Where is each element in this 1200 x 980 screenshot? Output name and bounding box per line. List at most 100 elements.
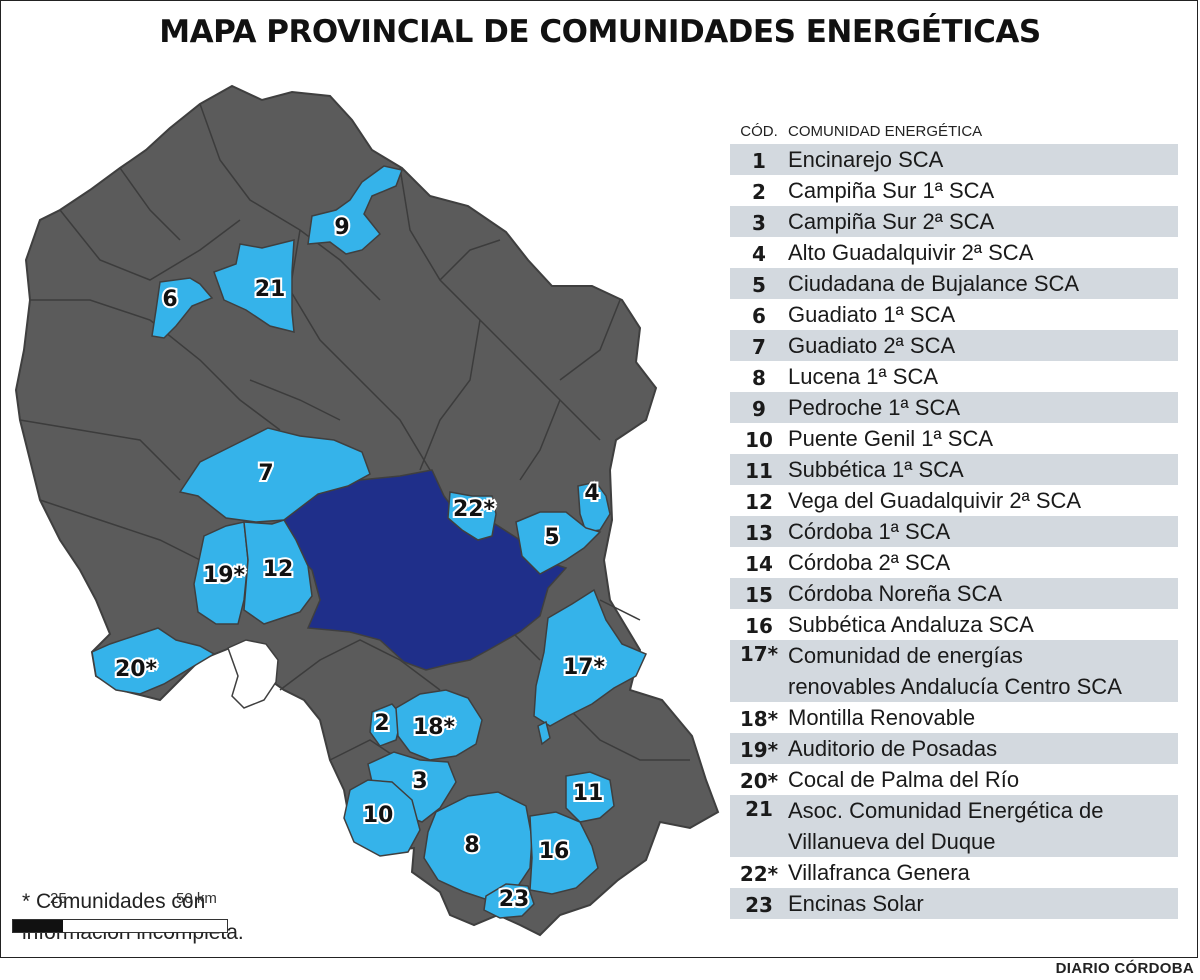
legend-row: 1 Encinarejo SCA [730, 144, 1178, 175]
legend-code: 11 [745, 458, 773, 483]
legend-name: Guadiato 1ª SCA [788, 302, 956, 327]
legend-col-code: CÓD. [740, 122, 778, 140]
legend-row: 19* Auditorio de Posadas [730, 733, 1178, 764]
legend-code: 6 [752, 303, 766, 328]
scale-tick-25: 25 [50, 890, 67, 907]
legend-row: 16 Subbética Andaluza SCA [730, 609, 1178, 640]
region-11 [565, 771, 615, 823]
legend-code: 21 [745, 797, 773, 821]
legend-name: Córdoba Noreña SCA [788, 581, 1003, 606]
legend-name: Villafranca Genera [788, 860, 970, 885]
legend-name: Subbética Andaluza SCA [788, 612, 1034, 637]
region-4 [577, 481, 611, 533]
legend-name: Lucena 1ª SCA [788, 364, 939, 389]
legend-code: 9 [752, 396, 766, 421]
legend-code: 17* [739, 642, 779, 666]
region-19 [193, 521, 249, 625]
legend-row: 13 Córdoba 1ª SCA [730, 516, 1178, 547]
legend-code: 22* [739, 861, 779, 886]
region-cordoba-highlight [281, 469, 568, 671]
legend-code: 23 [745, 892, 773, 917]
map-label-6: 6 [162, 287, 177, 312]
legend-name: Córdoba 1ª SCA [788, 519, 951, 544]
region-22 [447, 491, 497, 541]
legend-row: 3 Campiña Sur 2ª SCA [730, 206, 1178, 237]
legend-name: Guadiato 2ª SCA [788, 333, 956, 358]
figure-frame [0, 0, 1198, 958]
footnote-line1: * Comunidades con [22, 890, 206, 913]
map-label-10: 10 [363, 803, 394, 828]
legend-row: 11 Subbética 1ª SCA [730, 454, 1178, 485]
map-label-23: 23 [499, 887, 530, 912]
legend-code: 18* [739, 706, 779, 731]
map-label-9: 9 [334, 215, 349, 240]
legend-name: Auditorio de Posadas [788, 736, 998, 761]
legend-code: 7 [752, 334, 766, 359]
region-16 [529, 811, 599, 895]
legend-name: Montilla Renovable [788, 705, 976, 730]
legend-row: 7 Guadiato 2ª SCA [730, 330, 1178, 361]
legend-row: 18* Montilla Renovable [730, 702, 1178, 733]
region-18 [395, 689, 483, 761]
legend-name: Alto Guadalquivir 2ª SCA [788, 240, 1034, 265]
legend-row: 20* Cocal de Palma del Río [730, 764, 1178, 795]
legend-row: 10 Puente Genil 1ª SCA [730, 423, 1178, 454]
scale-bar [12, 919, 228, 933]
province-map: 9 21 6 7 22* 4 5 19* 12 20* 17* 2 18* 3 … [14, 84, 720, 937]
region-9 [307, 165, 404, 255]
map-label-19: 19* [203, 563, 246, 588]
region-12 [243, 519, 313, 625]
legend-row: 15 Córdoba Noreña SCA [730, 578, 1178, 609]
legend-name: Córdoba 2ª SCA [788, 550, 951, 575]
map-title: MAPA PROVINCIAL DE COMUNIDADES ENERGÉTIC… [159, 14, 1041, 50]
region-5 [515, 511, 602, 575]
legend-name: Pedroche 1ª SCA [788, 395, 961, 420]
legend-code: 15 [745, 582, 773, 607]
map-label-22: 22* [453, 497, 496, 522]
legend-code: 14 [745, 551, 773, 576]
region-small-blue [537, 720, 551, 746]
legend-row: 21 Asoc. Comunidad Energética de Villanue… [730, 795, 1178, 857]
legend-code: 12 [745, 489, 773, 514]
legend-name: Puente Genil 1ª SCA [788, 426, 994, 451]
map-label-2: 2 [374, 711, 389, 736]
map-label-3: 3 [412, 769, 427, 794]
legend-name: Vega del Guadalquivir 2ª SCA [788, 488, 1082, 513]
legend-row: 8 Lucena 1ª SCA [730, 361, 1178, 392]
legend-code: 16 [745, 613, 773, 638]
legend-header: CÓD. COMUNIDAD ENERGÉTICA [730, 118, 1178, 144]
map-label-5: 5 [544, 525, 559, 550]
map-label-18: 18* [413, 715, 456, 740]
map-label-21: 21 [255, 277, 286, 302]
legend-row: 22* Villafranca Genera [730, 857, 1178, 888]
map-label-4: 4 [584, 481, 599, 506]
legend-name: Subbética 1ª SCA [788, 457, 964, 482]
credit: DIARIO CÓRDOBA [1055, 960, 1194, 977]
legend-row: 4 Alto Guadalquivir 2ª SCA [730, 237, 1178, 268]
legend-code: 19* [739, 737, 779, 762]
legend-row: 12 Vega del Guadalquivir 2ª SCA [730, 485, 1178, 516]
legend-name: Encinas Solar [788, 891, 924, 916]
legend-row: 23 Encinas Solar [730, 888, 1178, 919]
legend-code: 3 [752, 210, 766, 235]
scale-tick-50: 50 km [176, 890, 217, 907]
map-label-20: 20* [115, 657, 158, 682]
legend-col-name: COMUNIDAD ENERGÉTICA [788, 122, 983, 140]
region-23 [483, 883, 535, 919]
region-10 [343, 779, 421, 857]
legend-row: 6 Guadiato 1ª SCA [730, 299, 1178, 330]
map-label-8: 8 [464, 833, 479, 858]
legend-name: Campiña Sur 2ª SCA [788, 209, 995, 234]
legend-code: 4 [752, 241, 766, 266]
region-2 [369, 703, 403, 747]
legend-code: 2 [752, 179, 766, 204]
legend-code: 20* [739, 768, 779, 793]
legend-rows: 1 Encinarejo SCA 2 Campiña Sur 1ª SCA 3 Campi… [730, 144, 1178, 919]
legend-row: 14 Córdoba 2ª SCA [730, 547, 1178, 578]
map-label-16: 16 [539, 839, 570, 864]
municipal-borders [19, 103, 690, 761]
legend-row: 5 Ciudadana de Bujalance SCA [730, 268, 1178, 299]
legend-name: Campiña Sur 1ª SCA [788, 178, 995, 203]
map-label-12: 12 [263, 557, 294, 582]
legend-name: Cocal de Palma del Río [788, 767, 1020, 792]
